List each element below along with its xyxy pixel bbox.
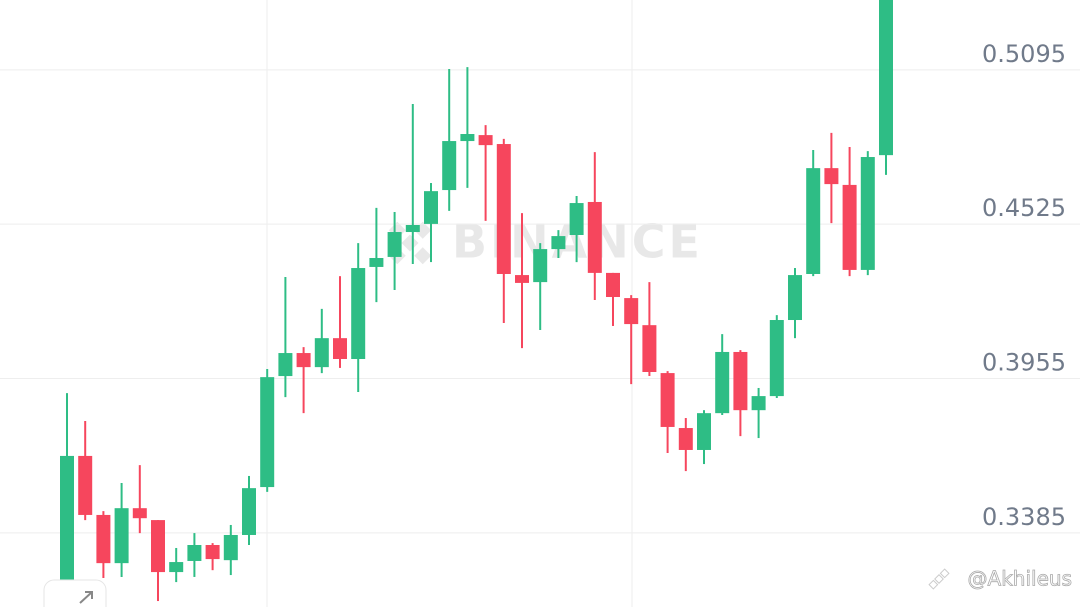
candle-body (96, 514, 111, 564)
y-axis: 0.5095 0.4525 0.3955 0.3385 (982, 40, 1066, 531)
candle-body (114, 508, 129, 564)
candle-body (879, 0, 893, 156)
candle-body (278, 353, 293, 377)
candle-body (569, 203, 584, 236)
candle-body (314, 338, 329, 368)
credit-logo (928, 568, 950, 590)
candle-body (660, 373, 675, 427)
candle-body (223, 534, 238, 561)
candle-body (769, 320, 784, 397)
y-tick-label: 0.3385 (982, 503, 1066, 531)
candle-body (387, 232, 402, 257)
candle-body (351, 268, 366, 360)
candle-body (60, 455, 74, 581)
candle-body (788, 275, 802, 321)
candle-body (260, 377, 275, 488)
candle-body (333, 338, 347, 360)
candle-body (642, 325, 657, 372)
expand-button[interactable] (43, 579, 107, 607)
candle-body (151, 520, 165, 573)
candles (60, 0, 893, 607)
candle-body (478, 135, 493, 146)
candle-body (733, 351, 748, 411)
candle-body (496, 144, 511, 274)
candle-body (842, 184, 857, 270)
candle-body (624, 298, 639, 325)
candle-body (296, 353, 311, 368)
candle-body (533, 249, 548, 283)
candle-body (824, 168, 839, 185)
expand-icon (79, 591, 93, 604)
y-tick-label: 0.5095 (982, 40, 1066, 68)
candle-body (132, 508, 147, 519)
candle-body (551, 236, 566, 250)
credit: @Akhileus (968, 567, 1072, 591)
candle-body (369, 258, 384, 267)
candle-body (78, 455, 93, 515)
candle-body (860, 157, 875, 270)
candle-body (442, 141, 457, 191)
candle-body (678, 428, 693, 450)
candle-body (751, 396, 766, 411)
candle-body (205, 545, 220, 560)
candle-body (697, 413, 711, 450)
candle-body (187, 545, 202, 561)
candle-body (405, 224, 420, 233)
y-tick-label: 0.4525 (982, 194, 1066, 222)
candle-body (169, 562, 184, 573)
candle-body (587, 201, 602, 273)
candle-body (606, 272, 620, 298)
candle-body (806, 168, 821, 274)
candle-body (242, 488, 256, 535)
candle-body (515, 275, 529, 283)
candle-body (424, 191, 438, 224)
candle-body (460, 134, 475, 142)
y-tick-label: 0.3955 (982, 348, 1066, 376)
candle-body (715, 351, 730, 414)
grid (0, 69, 1080, 534)
